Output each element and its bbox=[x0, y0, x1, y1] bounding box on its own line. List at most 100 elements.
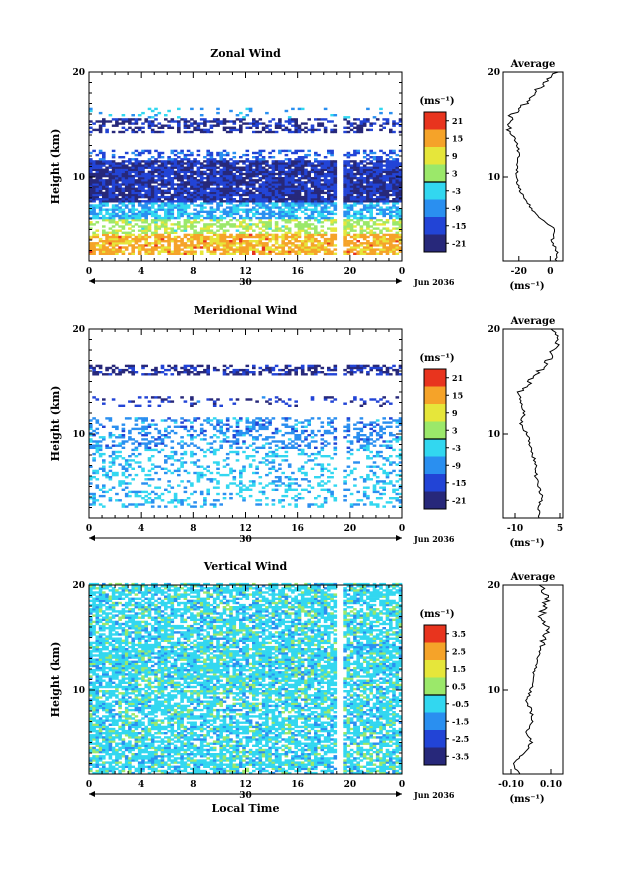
heatmap-cell bbox=[173, 497, 178, 500]
heatmap-cell bbox=[212, 193, 217, 197]
heatmap-cell bbox=[369, 177, 373, 180]
heatmap-cell bbox=[372, 191, 377, 195]
heatmap-cell bbox=[235, 423, 240, 426]
heatmap-cell bbox=[261, 246, 266, 249]
heatmap-cell bbox=[375, 237, 380, 241]
heatmap-cell bbox=[287, 116, 292, 119]
heatmap-cell bbox=[255, 423, 259, 426]
heatmap-cell bbox=[385, 166, 390, 169]
heatmap-cell bbox=[343, 240, 347, 243]
heatmap-cell bbox=[209, 130, 214, 134]
heatmap-cell bbox=[232, 450, 237, 454]
heatmap-cell bbox=[284, 459, 289, 462]
heatmap-cell bbox=[157, 189, 162, 192]
heatmap-cell bbox=[265, 242, 269, 245]
heatmap-cell bbox=[111, 457, 116, 460]
heatmap-cell bbox=[134, 120, 139, 123]
heatmap-cell bbox=[206, 162, 210, 165]
heatmap-cell bbox=[232, 225, 237, 228]
heatmap-cell bbox=[385, 158, 390, 161]
heatmap-cell bbox=[111, 398, 116, 401]
heatmap-cell bbox=[199, 214, 204, 218]
heatmap-cell bbox=[121, 202, 126, 205]
heatmap-cell bbox=[118, 436, 122, 439]
heatmap-cell bbox=[245, 200, 250, 203]
heatmap-cell bbox=[196, 221, 201, 224]
heatmap-cell bbox=[216, 202, 220, 205]
heatmap-cell bbox=[102, 174, 106, 178]
heatmap-cell bbox=[212, 214, 217, 218]
heatmap-cell bbox=[209, 478, 214, 481]
heatmap-cell bbox=[382, 189, 386, 192]
heatmap-cell bbox=[369, 198, 373, 201]
heatmap-cell bbox=[395, 166, 400, 169]
heatmap-cell bbox=[356, 166, 360, 169]
heatmap-cell bbox=[297, 229, 302, 232]
heatmap-cell bbox=[239, 373, 243, 376]
heatmap-cell bbox=[278, 166, 282, 169]
heatmap-cell bbox=[281, 225, 285, 228]
heatmap-cell bbox=[274, 183, 279, 186]
heatmap-cell bbox=[353, 244, 357, 247]
heatmap-cell bbox=[193, 250, 197, 253]
heatmap-cell bbox=[160, 246, 165, 249]
heatmap-cell bbox=[222, 440, 227, 443]
heatmap-cell bbox=[154, 371, 158, 374]
heatmap-cell bbox=[372, 233, 377, 237]
heatmap-cell bbox=[255, 216, 259, 220]
heatmap-cell bbox=[92, 214, 96, 218]
heatmap-cell bbox=[372, 164, 377, 167]
heatmap-cell bbox=[164, 216, 168, 220]
heatmap-cell bbox=[124, 183, 129, 186]
heatmap-cell bbox=[379, 193, 383, 197]
heatmap-cell bbox=[131, 177, 135, 180]
heatmap-cell bbox=[98, 149, 103, 153]
heatmap-cell bbox=[281, 198, 285, 201]
heatmap-cell bbox=[203, 177, 207, 180]
heatmap-cell bbox=[327, 195, 331, 199]
heatmap-cell bbox=[320, 210, 325, 213]
heatmap-cell bbox=[268, 130, 272, 134]
heatmap-cell bbox=[274, 488, 279, 491]
heatmap-cell bbox=[287, 482, 292, 485]
heatmap-cell bbox=[164, 160, 168, 163]
heatmap-cell bbox=[300, 168, 305, 171]
heatmap-cell bbox=[304, 168, 308, 171]
heatmap-cell bbox=[297, 193, 302, 197]
heatmap-cell bbox=[102, 452, 106, 456]
heatmap-cell bbox=[209, 231, 214, 234]
heatmap-cell bbox=[134, 417, 139, 420]
heatmap-cell bbox=[124, 151, 129, 155]
heatmap-cell bbox=[248, 160, 253, 163]
heatmap-cell bbox=[111, 461, 116, 464]
heatmap-cell bbox=[255, 164, 259, 167]
heatmap-cell bbox=[278, 162, 282, 165]
heatmap-cell bbox=[216, 193, 220, 197]
heatmap-cell bbox=[131, 246, 135, 249]
heatmap-cell bbox=[229, 240, 233, 243]
heatmap-cell bbox=[206, 469, 210, 473]
heatmap-cell bbox=[369, 225, 373, 228]
heatmap-cell bbox=[183, 130, 188, 134]
heatmap-cell bbox=[268, 216, 272, 220]
heatmap-cell bbox=[245, 183, 250, 186]
heatmap-cell bbox=[343, 126, 347, 129]
heatmap-cell bbox=[242, 497, 246, 500]
heatmap-cell bbox=[330, 227, 334, 230]
heatmap-cell bbox=[95, 198, 100, 201]
heatmap-cell bbox=[242, 431, 246, 435]
heatmap-cell bbox=[252, 248, 256, 251]
heatmap-cell bbox=[131, 185, 135, 188]
heatmap-cell bbox=[369, 124, 373, 127]
heatmap-cell bbox=[144, 244, 148, 247]
heatmap-cell bbox=[297, 156, 302, 159]
heatmap-cell bbox=[353, 246, 357, 249]
heatmap-cell bbox=[95, 183, 100, 186]
heatmap-cell bbox=[102, 214, 106, 218]
heatmap-cell bbox=[105, 179, 109, 182]
heatmap-cell bbox=[196, 400, 201, 403]
heatmap-cell bbox=[206, 242, 210, 245]
heatmap-cell bbox=[118, 206, 122, 209]
heatmap-cell bbox=[102, 158, 106, 161]
heatmap-cell bbox=[242, 210, 246, 213]
